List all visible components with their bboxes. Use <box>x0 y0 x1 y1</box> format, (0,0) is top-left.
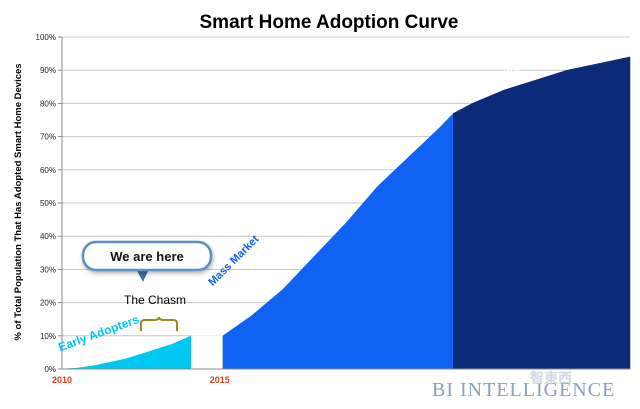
y-axis-label: % of Total Population That Has Adopted S… <box>13 63 24 340</box>
y-tick-label: 50% <box>40 199 56 208</box>
chasm-label: The Chasm <box>124 293 186 307</box>
bi-intelligence-logo: BI INTELLIGENCE <box>432 379 615 401</box>
label-early-adopters: Early Adopters <box>56 312 141 354</box>
label-mass-market: Mass Market <box>206 233 261 288</box>
y-tick-label: 90% <box>40 66 56 75</box>
y-tick-label: 10% <box>40 332 56 341</box>
area-the-chasm <box>191 335 224 370</box>
we-are-here-callout: We are here <box>81 240 213 282</box>
y-tick-label: 60% <box>40 166 56 175</box>
y-tick-label: 70% <box>40 133 56 142</box>
label-laggards: Laggards <box>470 63 521 89</box>
watermark-text: 智東西 <box>529 370 572 386</box>
callout-box <box>81 240 213 272</box>
area-laggards <box>453 56 631 370</box>
callout-text: We are here <box>110 249 183 264</box>
y-tick-label: 30% <box>40 265 56 274</box>
y-tick-label: 20% <box>40 299 56 308</box>
y-tick-labels: 0% 10% 20% 30% 40% 50% 60% 70% 80% 90% 100% <box>36 33 62 374</box>
y-tick-label: 100% <box>36 33 56 42</box>
y-tick-label: 80% <box>40 99 56 108</box>
chasm-bracket <box>140 316 178 331</box>
x-tick-label: 2015 <box>210 375 230 385</box>
series-areas <box>61 56 631 370</box>
callout-pointer <box>136 269 149 282</box>
x-tick-label: 2010 <box>52 375 72 385</box>
chart-title: Smart Home Adoption Curve <box>200 12 459 33</box>
x-tick-labels: 2010 2015 <box>52 375 230 385</box>
y-tick-label: 0% <box>44 365 56 374</box>
y-tick-label: 40% <box>40 232 56 241</box>
